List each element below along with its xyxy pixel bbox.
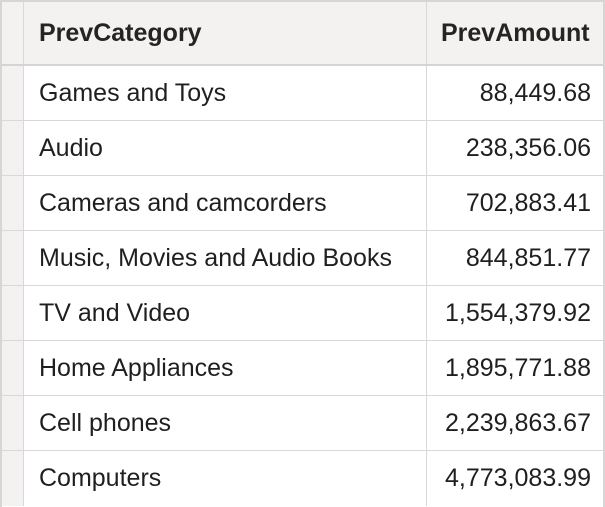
amount-cell[interactable]: 88,449.68 (479, 78, 591, 107)
row-selector[interactable] (2, 66, 24, 120)
row-selector[interactable] (2, 176, 24, 230)
amount-cell[interactable]: 1,895,771.88 (445, 353, 591, 382)
row-selector[interactable] (2, 231, 24, 285)
row-selector[interactable] (2, 286, 24, 340)
category-cell[interactable]: Music, Movies and Audio Books (24, 231, 427, 285)
amount-cell[interactable]: 702,883.41 (465, 188, 591, 217)
category-cell[interactable]: Audio (24, 121, 427, 175)
row-selector[interactable] (2, 341, 24, 395)
row-selector[interactable] (2, 451, 24, 506)
amount-cell[interactable]: 2,239,863.67 (445, 408, 591, 437)
row-selector[interactable] (2, 121, 24, 175)
table-row: TV and Video 1,554,379.92 (2, 286, 603, 341)
table-row: Music, Movies and Audio Books 844,851.77 (2, 231, 603, 286)
category-cell[interactable]: Home Appliances (24, 341, 427, 395)
table-row: Audio 238,356.06 (2, 121, 603, 176)
category-cell[interactable]: Cell phones (24, 396, 427, 450)
amount-cell[interactable]: 4,773,083.99 (445, 464, 591, 492)
category-cell[interactable]: TV and Video (24, 286, 427, 340)
category-cell[interactable]: Games and Toys (24, 66, 427, 120)
header-row: PrevCategory PrevAmount (2, 2, 603, 66)
category-cell[interactable]: Cameras and camcorders (24, 176, 427, 230)
row-selector[interactable] (2, 396, 24, 450)
amount-cell[interactable]: 844,851.77 (465, 243, 591, 272)
amount-cell[interactable]: 238,356.06 (465, 133, 591, 162)
category-cell[interactable]: Computers (24, 451, 427, 506)
amount-cell[interactable]: 1,554,379.92 (445, 298, 591, 327)
table-row: Cameras and camcorders 702,883.41 (2, 176, 603, 231)
table-row: Home Appliances 1,895,771.88 (2, 341, 603, 396)
row-selector-header[interactable] (2, 2, 24, 64)
table-row: Cell phones 2,239,863.67 (2, 396, 603, 451)
table-row: Computers 4,773,083.99 (2, 451, 603, 506)
table-row: Games and Toys 88,449.68 (2, 66, 603, 121)
column-header-prevamount[interactable]: PrevAmount (441, 18, 590, 47)
column-header-prevcategory[interactable]: PrevCategory (24, 2, 427, 64)
